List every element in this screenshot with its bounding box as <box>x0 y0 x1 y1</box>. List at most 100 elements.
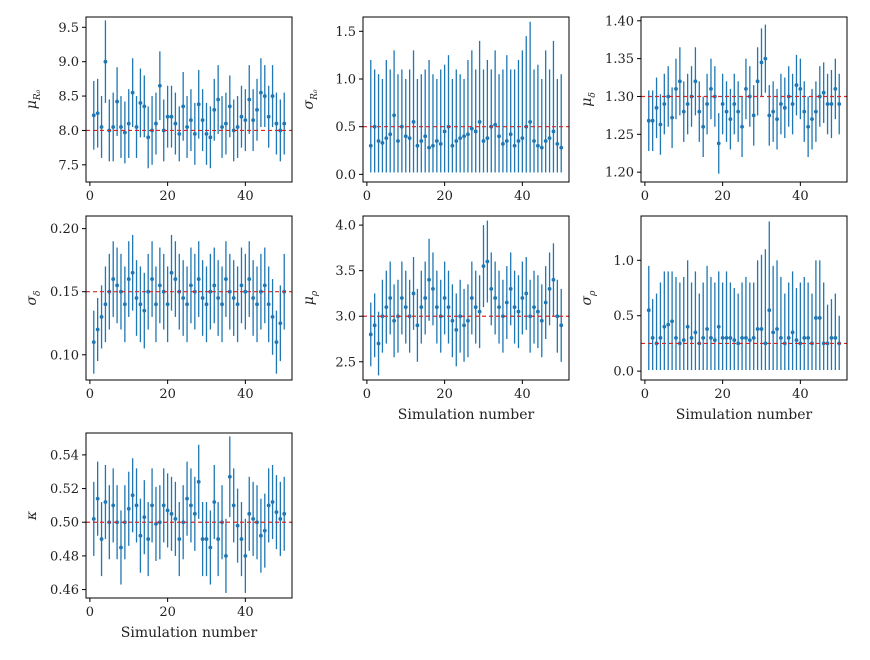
data-point <box>501 314 505 319</box>
data-point <box>231 296 236 300</box>
data-point <box>196 102 201 107</box>
data-point <box>165 508 170 513</box>
data-point <box>512 143 517 148</box>
data-point <box>119 545 123 550</box>
data-point <box>716 141 721 146</box>
y-tick-label: 0.46 <box>50 583 79 598</box>
data-point <box>216 537 221 541</box>
data-point <box>103 59 108 64</box>
data-point <box>814 316 818 320</box>
data-point <box>489 286 494 291</box>
data-point <box>674 335 678 340</box>
data-point <box>134 503 139 508</box>
data-point <box>368 332 373 337</box>
data-point <box>196 277 201 281</box>
data-point <box>126 277 131 281</box>
data-point <box>216 296 221 300</box>
data-point <box>516 309 521 314</box>
data-point <box>231 503 236 508</box>
data-point <box>837 102 842 106</box>
data-point <box>169 511 174 516</box>
data-point <box>806 335 811 340</box>
data-point <box>782 105 787 110</box>
data-point <box>740 124 744 129</box>
data-point <box>255 107 259 112</box>
axes-frame <box>362 16 570 183</box>
data-point <box>462 323 466 328</box>
data-point <box>157 283 162 288</box>
data-point <box>536 309 540 314</box>
data-point <box>473 305 478 310</box>
data-point <box>810 117 814 122</box>
data-point <box>251 296 256 300</box>
data-point <box>235 125 240 129</box>
data-point <box>177 131 182 136</box>
data-point <box>555 141 560 146</box>
data-point <box>212 283 217 288</box>
data-point <box>274 121 279 126</box>
data-point <box>111 503 116 508</box>
data-point <box>833 335 838 340</box>
data-point <box>666 94 671 99</box>
data-point <box>99 315 104 319</box>
data-point <box>547 136 552 141</box>
data-point <box>744 335 748 340</box>
y-axis-label: μδ <box>579 92 598 107</box>
data-point <box>262 528 267 533</box>
data-point <box>266 114 271 119</box>
data-point <box>262 94 267 98</box>
data-point <box>829 102 834 106</box>
data-point <box>431 286 435 291</box>
data-point <box>368 143 373 148</box>
data-point <box>477 309 482 314</box>
data-point <box>512 305 517 310</box>
panel-sigma-delta: 0 20 40 0.10 0.15 0.20 σδ <box>24 215 293 402</box>
data-point <box>462 134 466 139</box>
data-point <box>154 121 158 126</box>
data-point <box>775 117 779 122</box>
data-point <box>376 341 381 346</box>
data-point <box>235 523 240 528</box>
data-point <box>559 145 564 150</box>
data-point <box>732 102 737 106</box>
data-point <box>138 533 143 538</box>
data-point <box>504 139 509 143</box>
y-tick-label: 0.5 <box>335 120 356 135</box>
axes-frame <box>640 215 848 381</box>
data-point <box>380 314 385 319</box>
data-point <box>227 474 232 479</box>
axes-frame <box>85 432 293 599</box>
data-point <box>142 308 147 313</box>
data-point <box>208 545 213 550</box>
data-point <box>216 97 221 102</box>
data-point <box>173 121 178 126</box>
data-point <box>431 143 435 148</box>
y-tick-label: 3.5 <box>335 264 356 279</box>
y-tick-label: 3.0 <box>335 310 356 325</box>
data-point <box>543 300 548 305</box>
x-tick-label: 20 <box>436 189 453 204</box>
data-point <box>775 327 779 331</box>
data-point <box>251 516 256 521</box>
data-point <box>434 305 439 310</box>
data-point <box>396 139 400 143</box>
data-point <box>103 302 108 307</box>
data-point <box>736 109 741 114</box>
data-point <box>274 340 279 345</box>
axes-frame <box>85 215 293 381</box>
y-tick-label: 0.15 <box>50 285 79 300</box>
data-point <box>126 121 131 126</box>
data-point <box>728 335 733 340</box>
y-tick-label: 2.5 <box>335 355 356 370</box>
data-point <box>122 302 127 307</box>
data-point <box>274 510 279 515</box>
data-point <box>763 341 768 346</box>
y-tick-label: 0.50 <box>50 516 79 531</box>
y-tick-label: 1.0 <box>613 254 634 269</box>
y-axis-label: σR₀ <box>301 89 320 109</box>
x-tick-label: 20 <box>159 605 176 620</box>
panel-sigma-R0: 0 20 40 0.0 0.5 1.0 1.5 σR₀ <box>301 16 570 204</box>
data-point <box>751 113 756 118</box>
data-point <box>520 296 525 300</box>
data-point <box>119 125 123 129</box>
